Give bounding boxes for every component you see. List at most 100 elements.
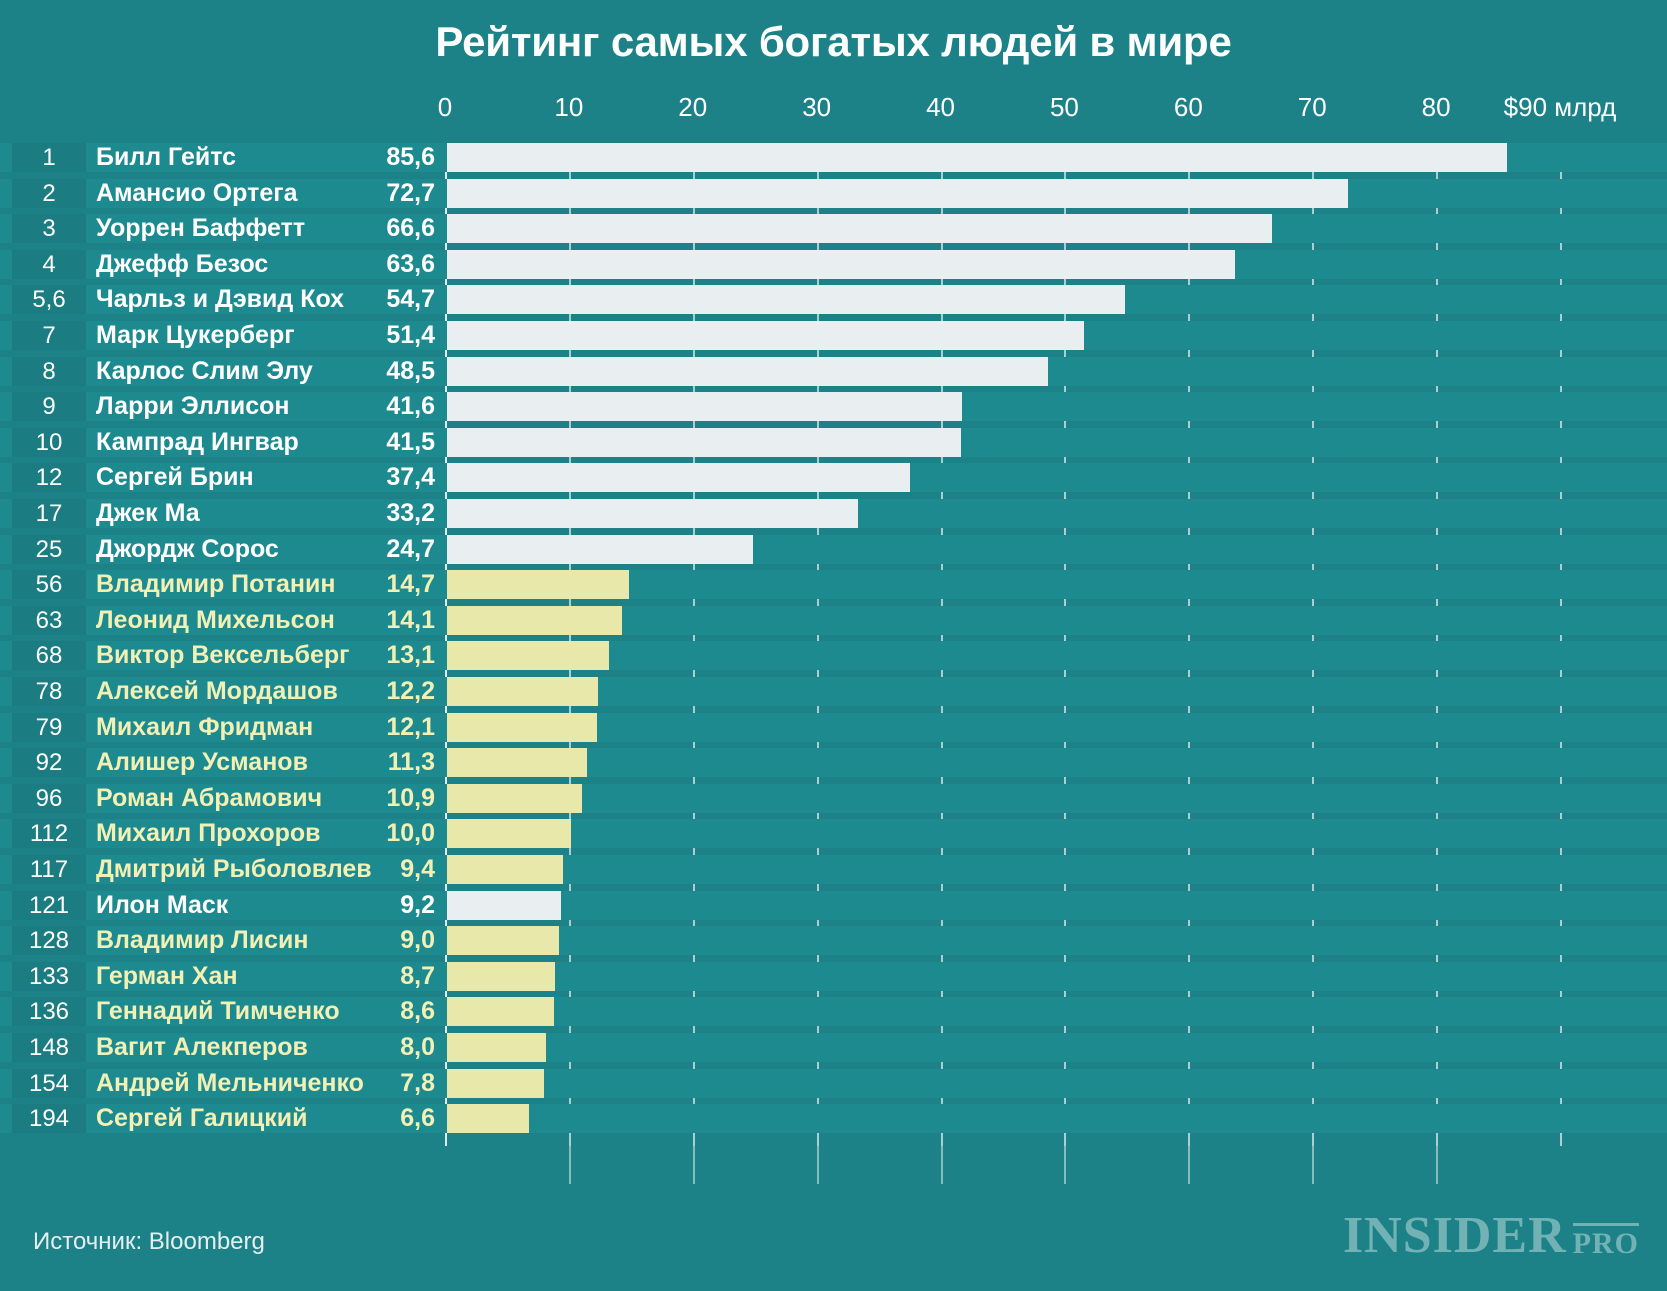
person-name-cell: Амансио Ортега <box>96 178 298 207</box>
person-name-cell: Ларри Эллисон <box>96 392 290 421</box>
net-worth-value-cell: 33,2 <box>386 499 435 527</box>
x-axis-tick-50: 50 <box>1049 92 1079 122</box>
row-background <box>0 605 1667 635</box>
person-name-cell: Сергей Брин <box>96 463 254 492</box>
footer: Источник: Bloomberg INSIDER PRO <box>0 1184 1667 1291</box>
table-row: 78 Алексей Мордашов 12,2 <box>0 677 1667 713</box>
bar <box>447 783 583 813</box>
x-axis-tick-40: 40 <box>926 92 956 122</box>
row-background <box>0 570 1667 600</box>
table-row: 8 Карлос Слим Элу 48,5 <box>0 356 1667 393</box>
bar <box>447 961 555 991</box>
net-worth-value-cell: 10,0 <box>386 819 435 848</box>
gridline-tail-40 <box>940 1146 943 1184</box>
net-worth-value-cell: 9,0 <box>400 926 435 955</box>
table-row: 4 Джефф Безос 63,6 <box>0 249 1667 286</box>
logo-suffix: PRO <box>1572 1223 1639 1259</box>
person-name-cell: Джордж Сорос <box>96 534 279 563</box>
person-name-cell: Михаил Прохоров <box>96 819 321 848</box>
person-name-cell: Билл Гейтс <box>96 143 237 171</box>
table-row: 133 Герман Хан 8,7 <box>0 961 1667 998</box>
table-row: 17 Джек Ма 33,2 <box>0 499 1667 535</box>
table-row: 136 Геннадий Тимченко 8,6 <box>0 997 1667 1033</box>
net-worth-value-cell: 11,3 <box>387 748 435 777</box>
row-background <box>0 855 1667 884</box>
gridline-tail-20 <box>692 1146 695 1184</box>
rank-cell: 133 <box>12 961 86 991</box>
person-name-cell: Роман Абрамович <box>96 783 323 812</box>
net-worth-value-cell: 37,4 <box>386 463 435 492</box>
gridline-tail-10 <box>568 1146 571 1184</box>
rank-cell: 2 <box>12 178 86 208</box>
table-row: 25 Джордж Сорос 24,7 <box>0 534 1667 571</box>
rank-cell: 96 <box>12 783 86 813</box>
x-axis-tick-labels: 0 10 20 30 40 50 60 70 80 $90 млрд <box>0 92 1667 132</box>
table-row: 128 Владимир Лисин 9,0 <box>0 926 1667 962</box>
rank-cell: 194 <box>12 1104 86 1134</box>
bar <box>447 641 610 671</box>
bar <box>447 605 622 635</box>
row-background <box>0 890 1667 920</box>
row-background <box>0 926 1667 956</box>
row-background <box>0 534 1667 564</box>
x-axis-tick-60: 60 <box>1173 92 1203 122</box>
x-axis-tick-90: $90 млрд <box>1503 92 1617 122</box>
table-row: 9 Ларри Эллисон 41,6 <box>0 392 1667 428</box>
table-row: 2 Амансио Ортега 72,7 <box>0 178 1667 215</box>
person-name-cell: Карлос Слим Элу <box>96 356 313 385</box>
row-background <box>0 997 1667 1027</box>
table-row: 1 Билл Гейтс 85,6 <box>0 143 1667 179</box>
x-axis-tick-30: 30 <box>802 92 832 122</box>
table-row: 96 Роман Абрамович 10,9 <box>0 783 1667 820</box>
net-worth-value-cell: 9,2 <box>400 890 435 919</box>
net-worth-value-cell: 41,6 <box>386 392 435 421</box>
bar <box>447 570 630 600</box>
rank-cell: 154 <box>12 1068 86 1098</box>
net-worth-value-cell: 9,4 <box>400 855 435 883</box>
bar <box>447 1068 544 1098</box>
rank-cell: 8 <box>12 356 86 386</box>
bar <box>447 178 1348 208</box>
net-worth-value-cell: 54,7 <box>386 285 435 314</box>
bar <box>447 499 859 528</box>
row-background <box>0 1104 1667 1134</box>
bar <box>447 249 1235 279</box>
net-worth-value-cell: 7,8 <box>400 1068 435 1097</box>
row-background <box>0 1033 1667 1062</box>
bar <box>447 356 1048 386</box>
logo-wordmark: INSIDER <box>1342 1207 1567 1264</box>
net-worth-value-cell: 14,1 <box>386 605 435 634</box>
row-background <box>0 1068 1667 1098</box>
person-name-cell: Сергей Галицкий <box>96 1104 308 1133</box>
bar <box>447 534 753 564</box>
rank-cell: 56 <box>12 570 86 600</box>
row-background <box>0 783 1667 813</box>
person-name-cell: Уоррен Баффетт <box>96 214 306 243</box>
table-row: 92 Алишер Усманов 11,3 <box>0 748 1667 784</box>
table-row: 79 Михаил Фридман 12,1 <box>0 712 1667 749</box>
rank-cell: 148 <box>12 1033 86 1062</box>
net-worth-value-cell: 13,1 <box>386 641 435 670</box>
row-background <box>0 819 1667 849</box>
rank-cell: 5,6 <box>12 285 86 315</box>
gridline-tail-60 <box>1188 1146 1191 1184</box>
bar <box>447 214 1273 244</box>
rank-cell: 79 <box>12 712 86 742</box>
bar <box>447 285 1125 315</box>
bar <box>447 321 1084 350</box>
rank-cell: 136 <box>12 997 86 1027</box>
gridline-tail-30 <box>816 1146 819 1184</box>
rank-cell: 63 <box>12 605 86 635</box>
net-worth-value-cell: 66,6 <box>386 214 435 243</box>
rank-cell: 7 <box>12 321 86 350</box>
x-axis-tick-0: 0 <box>437 92 453 122</box>
rank-cell: 121 <box>12 890 86 920</box>
bar <box>447 926 559 956</box>
person-name-cell: Джек Ма <box>96 499 200 527</box>
table-row: 12 Сергей Брин 37,4 <box>0 463 1667 499</box>
net-worth-value-cell: 12,2 <box>386 677 435 705</box>
gridline-tail-80 <box>1436 1146 1439 1184</box>
row-background <box>0 677 1667 706</box>
net-worth-value-cell: 24,7 <box>386 534 435 563</box>
net-worth-value-cell: 72,7 <box>386 178 435 207</box>
